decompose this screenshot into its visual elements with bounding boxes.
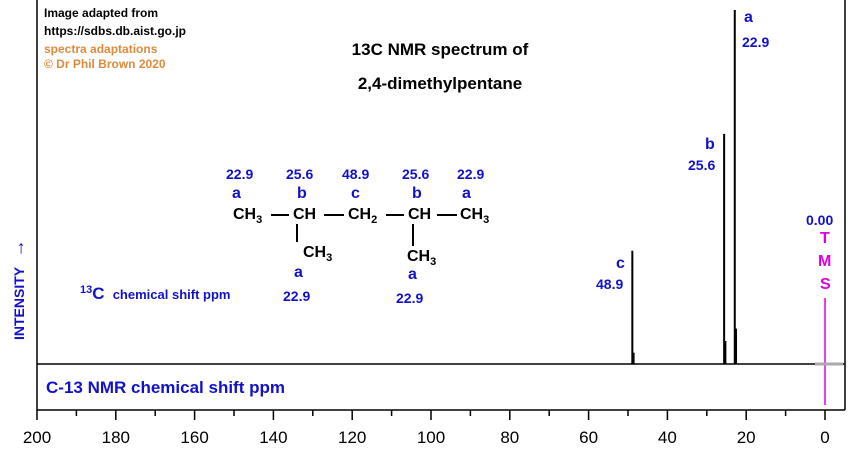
structure-branch-atom: CH3 — [407, 248, 437, 269]
x-ticks — [36, 410, 826, 420]
x-tick-label: 200 — [22, 428, 52, 447]
peak-letter-b: b — [705, 136, 715, 153]
structure-bonds — [271, 214, 457, 246]
structure-carbon-letter: a — [462, 185, 471, 202]
structure-branch-letter: a — [294, 264, 303, 281]
structure-carbon-letter: c — [351, 185, 360, 202]
structure-atom: CH3 — [233, 206, 263, 227]
x-tick-label: 20 — [736, 428, 756, 447]
structure-atom: CH3 — [460, 206, 490, 227]
peak-letter-a: a — [744, 9, 753, 26]
x-tick-label: 40 — [657, 428, 677, 447]
chart-title-line-1: 13C NMR spectrum of — [351, 40, 529, 59]
structure-branch-letter: a — [408, 266, 417, 283]
structure-atom: CH2 — [348, 206, 378, 227]
tms-letter: M — [818, 253, 832, 270]
credit-line-2: https://sdbs.db.aist.go.jp — [44, 24, 186, 38]
peak-shift-b: 25.6 — [688, 157, 716, 173]
peak-letter-c: c — [616, 255, 625, 272]
x-axis-caption: C-13 NMR chemical shift ppm — [46, 378, 285, 397]
structure-carbon-letter: b — [412, 185, 422, 202]
x-tick-label: 100 — [416, 428, 446, 447]
x-tick-label: 60 — [579, 428, 599, 447]
structure-shift-label: 25.6 — [286, 166, 314, 182]
tms-shift-label: 0.00 — [806, 212, 834, 228]
structure-atom: CH — [408, 206, 432, 223]
structure-atom: CH — [293, 206, 317, 223]
structure-shift-label: 22.9 — [457, 166, 485, 182]
credit-line-4: © Dr Phil Brown 2020 — [44, 57, 166, 71]
spectrum-peaks — [631, 10, 738, 364]
structure-carbon-letter: a — [232, 185, 241, 202]
tms-letter: T — [820, 230, 830, 247]
credit-line-3: spectra adaptations — [44, 42, 158, 56]
x-tick-label: 140 — [259, 428, 288, 447]
x-tick-label: 120 — [338, 428, 367, 447]
credit-line-1: Image adapted from — [44, 6, 159, 20]
x-tick-label: 0 — [820, 428, 830, 447]
structure-shift-label: 48.9 — [342, 166, 370, 182]
structure-legend: 13C chemical shift ppm — [80, 284, 231, 303]
x-tick-label: 160 — [180, 428, 209, 447]
structure-branch-shift: 22.9 — [283, 288, 311, 304]
structure-shift-label: 25.6 — [402, 166, 430, 182]
structure-branch-atom: CH3 — [303, 244, 333, 265]
structure-shift-label: 22.9 — [226, 166, 254, 182]
tms-letter: S — [820, 276, 831, 293]
structure-carbon-letter: b — [297, 185, 307, 202]
peak-shift-a: 22.9 — [742, 34, 770, 50]
structure-branch-shift: 22.9 — [396, 290, 424, 306]
chart-title-line-2: 2,4-dimethylpentane — [357, 74, 523, 93]
x-tick-label: 80 — [500, 428, 520, 447]
peak-shift-c: 48.9 — [596, 276, 624, 292]
x-tick-label: 180 — [101, 428, 130, 447]
